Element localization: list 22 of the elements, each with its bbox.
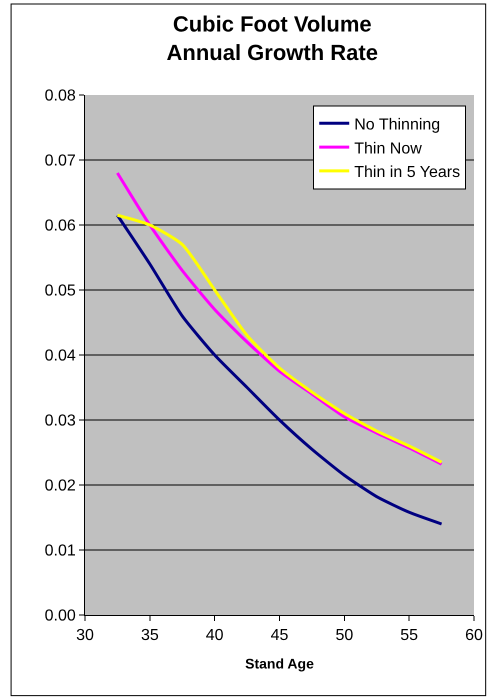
y-tick-label: 0.04 bbox=[44, 348, 76, 365]
y-tick-label: 0.08 bbox=[44, 88, 76, 105]
x-axis-title: Stand Age bbox=[245, 656, 314, 672]
x-tick-label: 30 bbox=[76, 627, 94, 644]
x-tick-label: 35 bbox=[140, 627, 159, 644]
y-tick-label: 0.03 bbox=[44, 412, 76, 430]
x-tick-label: 60 bbox=[465, 627, 483, 644]
y-tick-label: 0.07 bbox=[44, 152, 76, 170]
legend-label: Thin Now bbox=[354, 140, 422, 158]
legend-label: No Thinning bbox=[354, 116, 440, 134]
y-tick-label: 0.02 bbox=[44, 478, 76, 495]
y-tick-label: 0.00 bbox=[44, 608, 76, 625]
line-series bbox=[116, 214, 444, 526]
legend-label: Thin in 5 Years bbox=[354, 164, 460, 182]
chart-title: Cubic Foot Volume Annual Growth Rate bbox=[166, 12, 378, 66]
y-tick-label: 0.01 bbox=[44, 542, 76, 560]
x-tick-label: 50 bbox=[335, 627, 354, 644]
x-tick-label: 45 bbox=[270, 627, 288, 644]
y-tick-label: 0.05 bbox=[44, 282, 76, 300]
x-tick-label: 55 bbox=[400, 627, 418, 644]
x-tick-label: 40 bbox=[206, 627, 224, 644]
y-tick-label: 0.06 bbox=[44, 218, 76, 235]
